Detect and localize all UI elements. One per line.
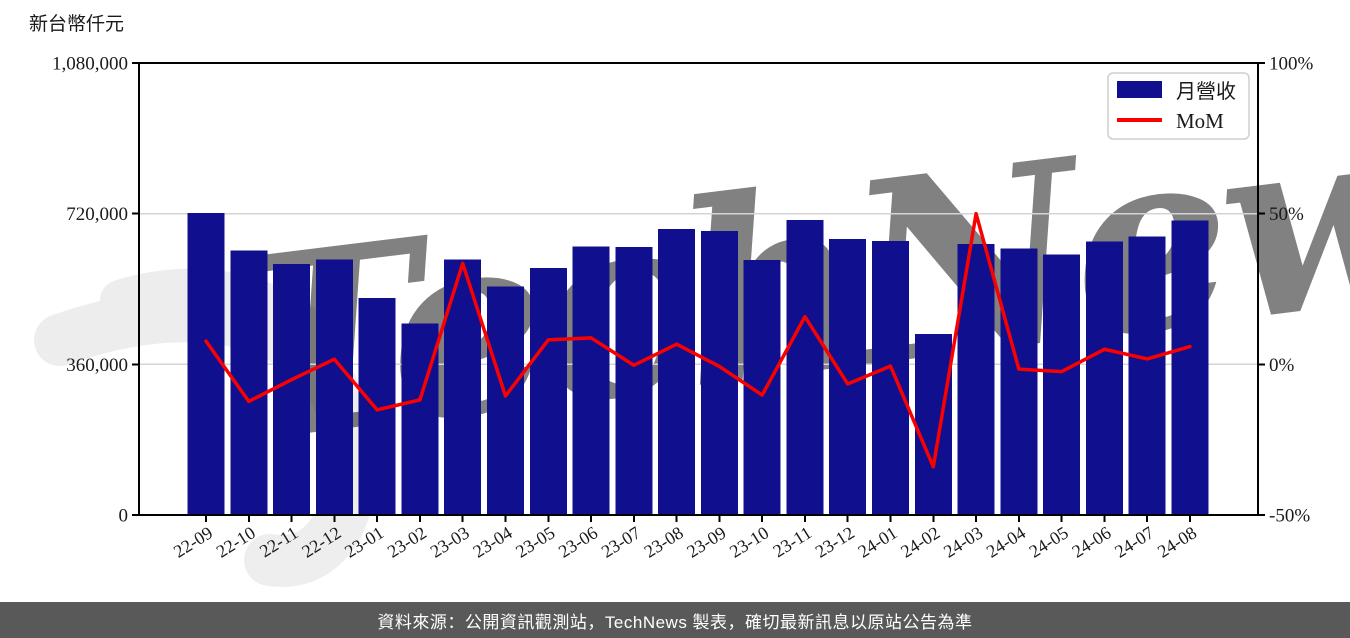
left-axis-title: 新台幣仟元 — [29, 13, 124, 35]
x-tick-label: 24-01 — [854, 522, 900, 561]
revenue-bar — [486, 286, 524, 515]
x-tick-label: 23-09 — [683, 522, 729, 561]
revenue-bar — [529, 268, 567, 515]
revenue-bar — [615, 247, 653, 516]
revenue-bar — [658, 229, 696, 515]
revenue-bar — [187, 213, 225, 515]
x-tick-label: 23-05 — [512, 522, 558, 561]
x-tick-label: 23-03 — [427, 522, 473, 561]
x-tick-label: 24-08 — [1154, 522, 1200, 561]
x-tick-label: 22-09 — [170, 522, 216, 561]
left-tick-label: 720,000 — [66, 204, 128, 225]
revenue-bar — [1043, 254, 1081, 515]
footer-bar: 資料來源：公開資訊觀測站，TechNews 製表，確切最新訊息以原站公告為準 — [0, 602, 1350, 638]
right-tick-label: -50% — [1269, 506, 1310, 527]
x-tick-label: 24-05 — [1026, 522, 1072, 561]
revenue-bar — [1085, 241, 1123, 516]
x-tick-label: 23-01 — [341, 522, 387, 561]
legend-bar-swatch — [1117, 81, 1162, 98]
x-tick-label: 23-07 — [598, 522, 644, 561]
x-tick-label: 23-11 — [769, 522, 815, 561]
right-tick-label: 0% — [1269, 355, 1295, 376]
footer-source-text: 資料來源：公開資訊觀測站，TechNews 製表，確切最新訊息以原站公告為準 — [377, 612, 973, 632]
x-tick-label: 23-08 — [641, 522, 687, 561]
x-tick-label: 22-11 — [256, 522, 302, 561]
revenue-bar — [914, 334, 952, 515]
x-tick-label: 23-12 — [812, 522, 858, 561]
revenue-bar — [1000, 248, 1038, 516]
x-tick-label: 24-03 — [940, 522, 986, 561]
x-tick-label: 24-04 — [983, 522, 1029, 561]
x-tick-label: 24-06 — [1068, 522, 1114, 561]
revenue-bar — [401, 323, 439, 515]
revenue-bar — [273, 263, 311, 515]
legend-bar-label: 月營收 — [1176, 80, 1236, 103]
revenue-bar — [572, 246, 610, 516]
right-tick-label: 50% — [1269, 204, 1304, 225]
x-tick-label: 22-10 — [213, 522, 259, 561]
revenue-bar — [1128, 236, 1166, 515]
plot-border — [138, 62, 1259, 516]
legend: 月營收 MoM — [1107, 72, 1250, 140]
x-tick-label: 24-02 — [897, 522, 943, 561]
x-tick-label: 24-07 — [1111, 522, 1157, 561]
x-tick-label: 23-04 — [469, 522, 515, 561]
revenue-bar — [786, 219, 824, 515]
revenue-mom-chart: 0 360,000 720,000 1,080,000 -50% 0% 50% 100% 22-… — [29, 13, 1314, 562]
x-tick-label: 23-06 — [555, 522, 601, 561]
left-tick-label: 0 — [119, 506, 129, 527]
x-tick-label: 23-02 — [384, 522, 430, 561]
x-tick-label: 23-10 — [726, 522, 772, 561]
right-tick-label: 100% — [1269, 54, 1314, 75]
revenue-bar — [315, 259, 353, 515]
left-tick-label: 360,000 — [66, 355, 128, 376]
x-tick-label: 22-12 — [298, 522, 344, 561]
revenue-bar — [872, 240, 910, 516]
mom-line — [204, 211, 1192, 469]
revenue-bar — [1171, 220, 1209, 515]
legend-line-label: MoM — [1176, 109, 1224, 133]
left-tick-label: 1,080,000 — [52, 54, 128, 75]
